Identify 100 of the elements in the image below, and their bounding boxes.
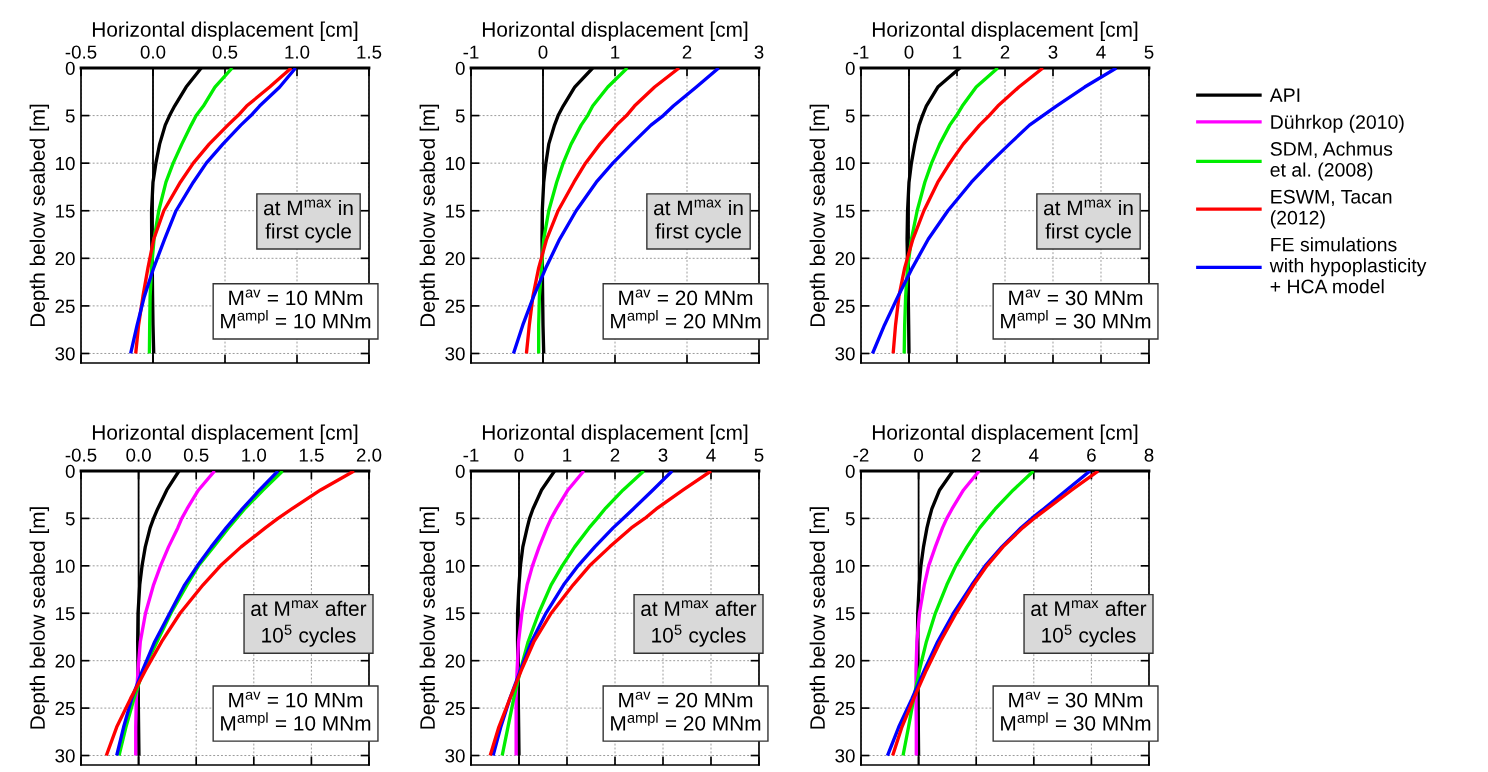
y-tick-label: 0 [455,61,465,75]
x-tick-label: 1.5 [357,45,382,59]
x-tick-label: -0.5 [65,448,97,462]
y-tick-label: 0 [455,464,465,478]
y-axis-title: Depth below seabed [m] [419,507,440,729]
x-tick-label: 4 [1096,45,1106,59]
x-tick-label: 1 [953,45,962,59]
legend-label: SDM, Achmus et al. (2008) [1270,141,1393,181]
text: at M$^{max}$ after 10$^{5}$ cycles [251,600,367,647]
x-tick-label: 3 [1048,45,1058,59]
x-tick-label: 0.5 [212,45,238,59]
y-tick-label: 5 [455,512,465,526]
annotation: at M$^{max}$ in first cycle [653,199,743,243]
x-tick-label: 2 [971,448,981,462]
x-tick-label: 1.0 [242,448,267,462]
y-tick-label: 25 [55,299,75,313]
y-tick-label: 5 [65,512,75,526]
y-tick-label: 10 [446,156,465,171]
x-axis-title: Horizontal displacement [cm] [92,424,358,444]
x-tick-label: 2 [610,448,620,462]
y-axis-title: Depth below seabed [m] [419,104,440,327]
x-axis-title: Horizontal displacement [cm] [92,21,358,41]
x-tick-label: -1 [463,45,479,59]
legend-label: Dührkop (2010) [1271,114,1404,133]
y-tick-label: 20 [55,252,75,266]
y-tick-label: 0 [845,464,855,478]
x-tick-label: 2.0 [356,448,382,462]
legend-label: FE simulations with hypoplasticity + HCA model [1269,237,1427,294]
y-tick-label: 20 [445,654,465,668]
y-tick-label: 20 [445,252,465,266]
y-axis-title: Depth below seabed [m] [809,104,830,327]
x-tick-label: 8 [1144,448,1154,462]
x-axis-title: Horizontal displacement [cm] [872,21,1138,41]
y-tick-label: 5 [65,109,75,123]
y-tick-label: 10 [446,559,465,573]
x-axis-title: Horizontal displacement [cm] [872,424,1138,444]
x-tick-label: -1 [853,45,869,59]
annotation: at M$^{max}$ in first cycle [1043,199,1133,243]
y-tick-label: 10 [56,156,75,171]
y-tick-label: 5 [845,109,855,123]
y-tick-label: 15 [446,607,465,621]
y-tick-label: 20 [835,252,855,266]
x-tick-label: -2 [853,448,869,462]
x-tick-label: 1 [611,45,620,59]
y-tick-label: 0 [65,464,75,478]
y-tick-label: 15 [836,204,855,218]
y-tick-label: 20 [835,654,855,668]
annotation: at M$^{max}$ in first cycle [263,199,353,243]
x-tick-label: 0.5 [183,448,209,462]
x-tick-label: 2 [682,45,692,59]
x-tick-label: 1.5 [299,448,324,462]
x-tick-label: 0 [914,448,924,462]
y-tick-label: 30 [835,347,855,361]
line-series [914,471,981,758]
x-tick-label: 1 [563,448,572,462]
y-axis-title: Depth below seabed [m] [809,507,830,729]
y-axis-title: Depth below seabed [m] [29,104,50,327]
legend-label: API [1269,88,1300,102]
y-tick-label: 30 [835,749,855,763]
y-axis-title: Depth below seabed [m] [29,507,50,729]
y-tick-label: 25 [445,299,465,313]
legend-label: ESWM, Tacan (2012) [1270,189,1392,229]
x-tick-label: 5 [1144,45,1154,59]
x-tick-label: 3 [658,448,668,462]
y-tick-label: 0 [845,61,855,75]
x-axis-title: Horizontal displacement [cm] [482,21,748,41]
text: M$^{av}$ = 30 MNm M$^{ampl}$ = 30 MNm [1001,691,1151,731]
text: M$^{av}$ = 10 MNm M$^{ampl}$ = 10 MNm [221,691,371,731]
text: M$^{av}$ = 10 MNm M$^{ampl}$ = 10 MNm [221,289,371,329]
y-tick-label: 10 [836,156,855,171]
y-tick-label: 30 [445,347,465,361]
y-tick-label: 30 [445,749,465,763]
x-tick-label: 1.0 [285,45,310,59]
y-tick-label: 25 [835,299,855,313]
y-tick-label: 15 [446,204,465,218]
x-tick-label: 2 [1000,45,1010,59]
text: M$^{av}$ = 20 MNm M$^{ampl}$ = 20 MNm [611,289,761,329]
y-tick-label: 25 [445,701,465,716]
text: at M$^{max}$ after 10$^{5}$ cycles [641,600,757,647]
y-tick-label: 15 [56,204,75,218]
y-tick-label: 5 [845,512,855,526]
x-tick-label: -1 [463,448,479,462]
y-tick-label: 15 [836,607,855,621]
x-tick-label: 0 [904,45,914,59]
y-tick-label: 5 [455,109,465,123]
y-tick-label: 10 [56,559,75,573]
y-tick-label: 0 [65,61,75,75]
text: at M$^{max}$ after 10$^{5}$ cycles [1031,600,1147,647]
y-tick-label: 20 [55,654,75,668]
y-tick-label: 15 [56,607,75,621]
y-tick-label: 30 [55,347,75,361]
x-tick-label: 0.0 [126,448,151,462]
x-tick-label: 5 [754,448,764,462]
x-tick-label: -0.5 [65,45,97,59]
x-tick-label: 4 [1029,448,1039,462]
text: M$^{av}$ = 20 MNm M$^{ampl}$ = 20 MNm [611,691,761,731]
y-tick-label: 10 [836,559,855,573]
x-tick-label: 0 [514,448,524,462]
line-series [134,471,217,758]
x-axis-title: Horizontal displacement [cm] [482,424,748,444]
